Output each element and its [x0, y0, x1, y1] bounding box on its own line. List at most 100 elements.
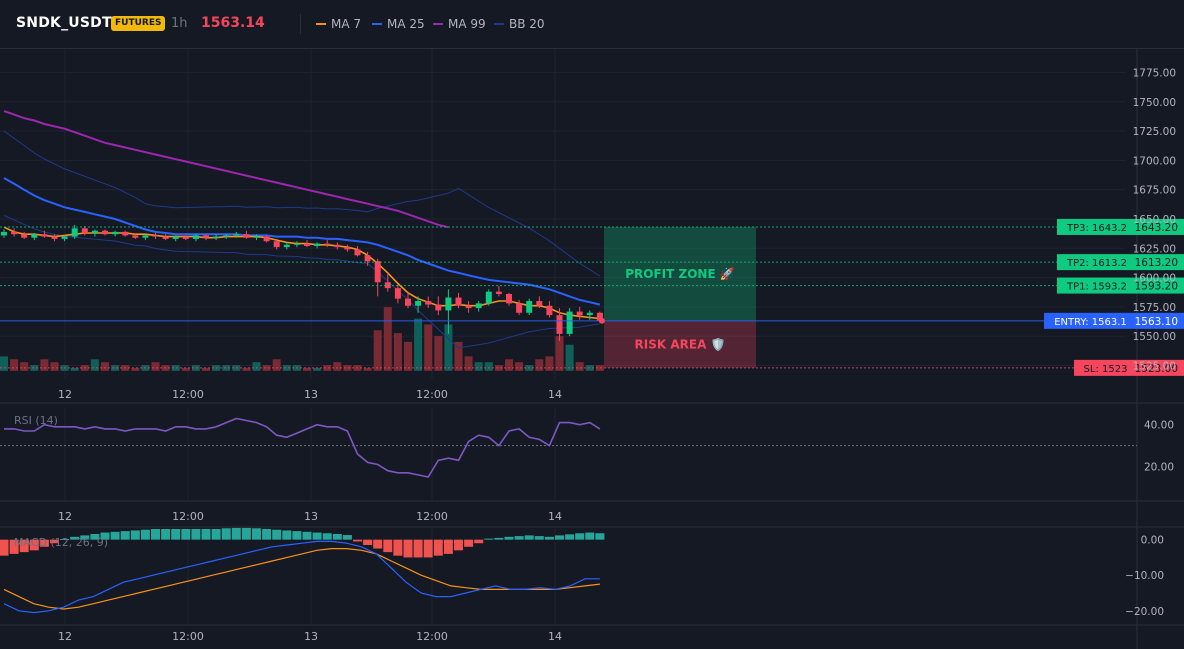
candle-body	[182, 236, 189, 239]
volume-bar	[595, 365, 604, 371]
macd-histogram-bar	[211, 529, 221, 540]
candle-body	[384, 282, 391, 289]
macd-pane: 0.00 −10.00 −20.00	[0, 527, 1164, 618]
legend-bb20[interactable]: BB 20	[494, 16, 545, 32]
macd-histogram-bar	[353, 539, 362, 542]
candle-body	[1, 231, 7, 236]
macd-histogram-bar	[443, 539, 453, 554]
candle-body	[293, 243, 300, 245]
macd-histogram-bar	[70, 536, 80, 540]
volume-bar	[333, 362, 342, 371]
macd-histogram-bar	[0, 539, 9, 556]
time-tick-label: 12:00	[172, 388, 204, 401]
axis-tag-label-tp3: 1643.20	[1135, 222, 1178, 234]
volume-bar	[171, 365, 180, 371]
volume-bar	[515, 362, 524, 371]
rsi-tick-label: 40.00	[1144, 420, 1174, 432]
volume-bar	[70, 367, 79, 371]
volume-bar	[202, 367, 210, 371]
candle-body	[506, 294, 512, 304]
macd-histogram-bar	[534, 536, 544, 540]
legend-ma25[interactable]: MA 25	[372, 16, 425, 32]
ma99-line	[3, 110, 449, 229]
macd-histogram-bar	[252, 528, 261, 540]
ma25-swatch-icon	[372, 22, 382, 25]
volume-bar	[414, 318, 423, 371]
price-axis[interactable]: 1775.00 1750.00 1725.00 1700.00 1675.00 1650.…	[1133, 67, 1176, 372]
macd-histogram-bar	[221, 528, 231, 540]
macd-histogram-bar	[332, 533, 342, 540]
candle-body	[253, 236, 260, 238]
candle-body	[445, 297, 452, 311]
macd-histogram-bar	[120, 531, 130, 540]
chart-header: SNDK_USDT FUTURES 1h 1563.14 MA 7 MA 25 …	[0, 0, 1184, 49]
legend-ma25-label: MA 25	[387, 17, 425, 31]
price-tick-label: 1575.00	[1133, 302, 1176, 314]
rsi-label[interactable]: RSI (14)	[14, 414, 58, 427]
macd-histogram-bar	[403, 539, 413, 558]
candle-body	[475, 303, 482, 309]
axis-tag-tp2	[1137, 254, 1184, 271]
timeframe-selector[interactable]: 1h	[171, 16, 188, 31]
volume-bar	[50, 362, 59, 371]
candle-body	[435, 304, 442, 311]
macd-label[interactable]: MACD (12, 26, 9)	[14, 536, 108, 549]
legend-ma99[interactable]: MA 99	[433, 16, 486, 32]
candle-body	[596, 312, 603, 321]
macd-tick-label: −20.00	[1125, 606, 1164, 618]
candle-body	[102, 230, 108, 235]
macd-histogram-bar	[181, 529, 191, 540]
macd-histogram-bar	[50, 539, 59, 544]
volume-bar	[494, 365, 503, 371]
volume-bar	[262, 365, 271, 371]
candle-body	[203, 235, 209, 238]
time-tick-label: 12	[58, 388, 72, 401]
candle-body	[546, 305, 553, 316]
price-tick-label: 1550.00	[1133, 331, 1176, 343]
macd-histogram-bar	[363, 539, 373, 545]
macd-histogram-bar	[272, 529, 282, 540]
candle-body	[314, 243, 321, 246]
candle-body	[21, 234, 28, 238]
volume-bar	[191, 365, 200, 371]
volume-bar	[303, 367, 311, 371]
volume-bar	[484, 362, 493, 371]
macd-histogram-bar	[201, 529, 211, 540]
volume-bar	[282, 365, 291, 371]
bb-lower-line	[3, 215, 600, 349]
macd-histogram-bar	[484, 538, 494, 540]
macd-histogram-bar	[423, 539, 433, 558]
volume-bar	[474, 362, 483, 371]
grid-lines	[0, 49, 1184, 649]
volume-bar	[131, 367, 140, 371]
symbol-name[interactable]: SNDK_USDT	[16, 15, 112, 31]
risk-zone	[604, 320, 756, 368]
macd-histogram-bar	[292, 531, 302, 540]
time-tick-label: 14	[548, 630, 562, 643]
volume-bar	[90, 359, 99, 371]
macd-signal-line	[3, 548, 600, 610]
macd-histogram-bar	[383, 539, 393, 553]
volume-bar	[363, 367, 372, 371]
time-axis[interactable]: 12 12:00 13 12:00 14 12 12:00 13 12:00 14 12 12:00 1…	[58, 388, 562, 643]
volume-bar	[242, 367, 251, 371]
candle-body	[354, 249, 361, 256]
volume-bar	[373, 330, 382, 371]
candle-body	[536, 301, 543, 306]
ma7-swatch-icon	[316, 22, 326, 25]
volume-bar	[101, 362, 109, 371]
candle-body	[425, 301, 432, 305]
bb20-swatch-icon	[494, 22, 504, 25]
time-tick-label: 12:00	[416, 388, 448, 401]
chart-canvas[interactable]: PROFIT ZONE 🚀 RISK AREA 🛡️ TP3: 1643.2 16…	[0, 49, 1184, 649]
macd-histogram-bar	[454, 539, 463, 551]
candle-body	[122, 231, 129, 236]
time-tick-label: 12:00	[172, 510, 204, 523]
candle-body	[455, 297, 462, 306]
last-price: 1563.14	[201, 15, 265, 31]
legend-ma7[interactable]: MA 7	[316, 16, 361, 32]
macd-histogram-bar	[302, 531, 312, 540]
macd-histogram-bar	[60, 538, 70, 540]
header-divider	[300, 14, 301, 34]
volume-bar	[404, 341, 412, 371]
